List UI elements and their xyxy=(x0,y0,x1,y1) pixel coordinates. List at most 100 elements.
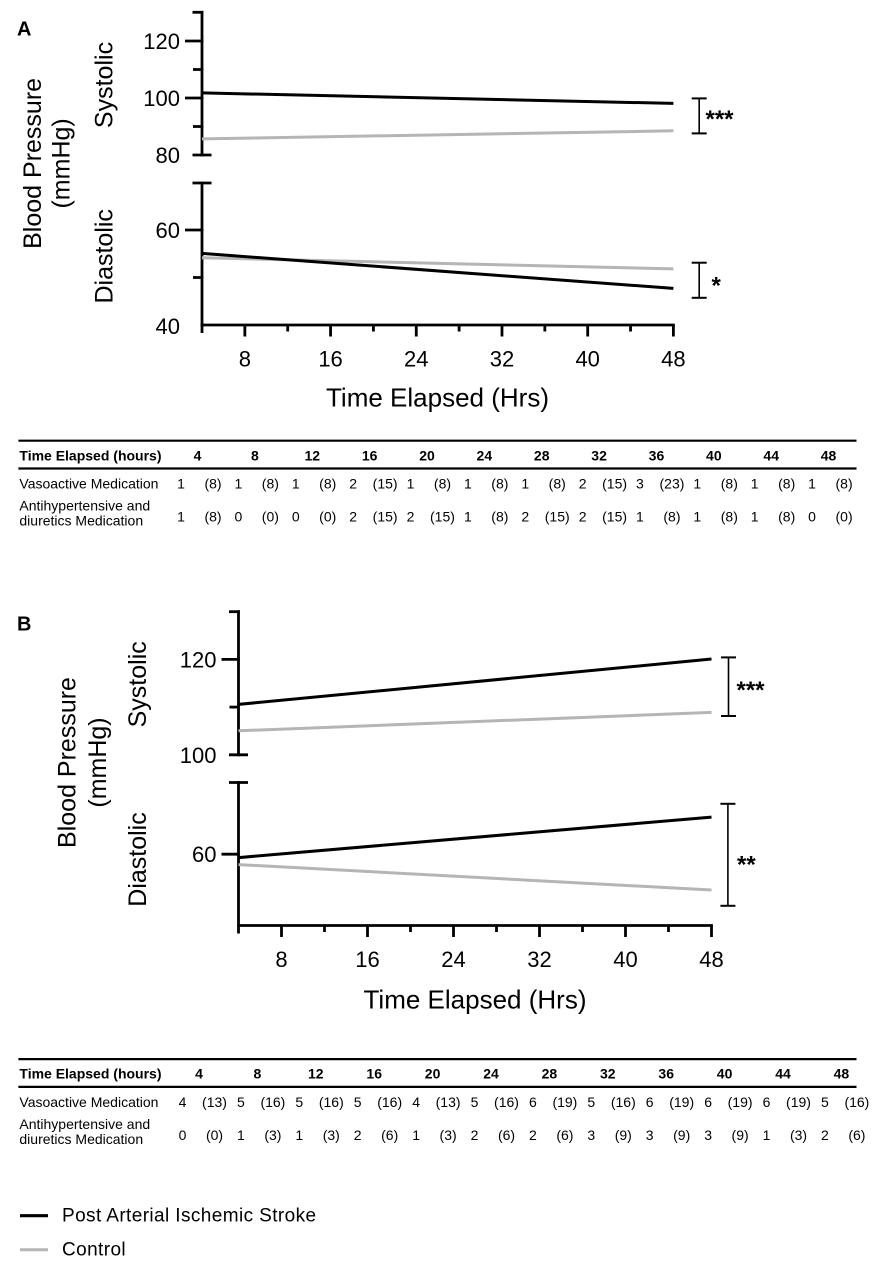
svg-text:(13): (13) xyxy=(436,1094,461,1110)
svg-text:16: 16 xyxy=(355,947,379,972)
svg-text:1: 1 xyxy=(763,1127,771,1143)
svg-text:8: 8 xyxy=(251,447,259,463)
svg-text:100: 100 xyxy=(180,743,217,768)
svg-text:Antihypertensive and: Antihypertensive and xyxy=(19,1116,150,1132)
svg-text:(16): (16) xyxy=(494,1094,519,1110)
svg-text:(0): (0) xyxy=(319,509,336,525)
svg-text:(19): (19) xyxy=(728,1094,753,1110)
svg-text:40: 40 xyxy=(575,346,599,371)
svg-text:12: 12 xyxy=(304,447,320,463)
svg-text:16: 16 xyxy=(318,346,342,371)
svg-text:diuretics Medication: diuretics Medication xyxy=(19,1131,143,1147)
svg-text:(16): (16) xyxy=(260,1094,285,1110)
svg-text:3: 3 xyxy=(646,1127,654,1143)
svg-text:8: 8 xyxy=(275,947,287,972)
svg-text:1: 1 xyxy=(295,1127,303,1143)
svg-text:2: 2 xyxy=(407,509,415,525)
svg-text:Vasoactive Medication: Vasoactive Medication xyxy=(19,1094,158,1110)
svg-text:Systolic: Systolic xyxy=(91,42,119,128)
svg-text:40: 40 xyxy=(706,447,722,463)
svg-text:1: 1 xyxy=(234,476,242,492)
svg-text:2: 2 xyxy=(354,1127,362,1143)
svg-text:20: 20 xyxy=(419,447,435,463)
svg-text:(8): (8) xyxy=(204,509,221,525)
svg-text:(8): (8) xyxy=(549,476,566,492)
svg-text:28: 28 xyxy=(534,447,550,463)
svg-text:(15): (15) xyxy=(545,509,570,525)
svg-text:Blood Pressure: Blood Pressure xyxy=(19,78,47,249)
svg-text:(8): (8) xyxy=(663,509,680,525)
svg-text:(19): (19) xyxy=(669,1094,694,1110)
svg-text:24: 24 xyxy=(477,447,493,463)
svg-text:(23): (23) xyxy=(660,476,685,492)
svg-text:(16): (16) xyxy=(611,1094,636,1110)
svg-text:(16): (16) xyxy=(319,1094,344,1110)
svg-text:0: 0 xyxy=(808,509,816,525)
svg-text:36: 36 xyxy=(658,1066,674,1082)
svg-text:(8): (8) xyxy=(319,476,336,492)
svg-text:32: 32 xyxy=(490,346,514,371)
svg-text:24: 24 xyxy=(404,346,428,371)
svg-text:40: 40 xyxy=(613,947,637,972)
svg-text:12: 12 xyxy=(308,1066,324,1082)
svg-text:5: 5 xyxy=(587,1094,595,1110)
svg-text:*: * xyxy=(712,273,722,300)
svg-text:5: 5 xyxy=(237,1094,245,1110)
svg-text:80: 80 xyxy=(156,143,180,168)
svg-text:1: 1 xyxy=(407,476,415,492)
svg-text:Diastolic: Diastolic xyxy=(91,209,119,303)
svg-text:(8): (8) xyxy=(491,509,508,525)
svg-text:1: 1 xyxy=(292,476,300,492)
svg-text:1: 1 xyxy=(693,476,701,492)
svg-text:***: *** xyxy=(706,106,735,133)
svg-text:(16): (16) xyxy=(377,1094,402,1110)
svg-text:44: 44 xyxy=(775,1066,791,1082)
svg-text:2: 2 xyxy=(529,1127,537,1143)
svg-text:4: 4 xyxy=(412,1094,420,1110)
svg-text:1: 1 xyxy=(464,476,472,492)
svg-text:32: 32 xyxy=(600,1066,616,1082)
svg-text:(3): (3) xyxy=(440,1127,457,1143)
svg-text:1: 1 xyxy=(412,1127,420,1143)
svg-text:6: 6 xyxy=(646,1094,654,1110)
svg-text:Post Arterial Ischemic Stroke: Post Arterial Ischemic Stroke xyxy=(62,1206,316,1227)
svg-text:40: 40 xyxy=(717,1066,733,1082)
svg-text:36: 36 xyxy=(649,447,665,463)
svg-text:(15): (15) xyxy=(602,476,627,492)
svg-text:(3): (3) xyxy=(323,1127,340,1143)
svg-text:Antihypertensive and: Antihypertensive and xyxy=(19,497,150,513)
svg-text:(3): (3) xyxy=(790,1127,807,1143)
svg-text:2: 2 xyxy=(471,1127,479,1143)
svg-text:3: 3 xyxy=(636,476,644,492)
svg-text:(6): (6) xyxy=(381,1127,398,1143)
svg-text:(15): (15) xyxy=(602,509,627,525)
svg-text:(8): (8) xyxy=(721,509,738,525)
svg-text:32: 32 xyxy=(591,447,607,463)
svg-text:2: 2 xyxy=(521,509,529,525)
svg-text:5: 5 xyxy=(471,1094,479,1110)
svg-text:2: 2 xyxy=(349,476,357,492)
svg-text:4: 4 xyxy=(194,447,202,463)
svg-text:5: 5 xyxy=(821,1094,829,1110)
svg-text:60: 60 xyxy=(156,218,180,243)
svg-text:Time Elapsed (Hrs): Time Elapsed (Hrs) xyxy=(364,985,587,1015)
svg-text:(8): (8) xyxy=(778,509,795,525)
svg-text:diuretics Medication: diuretics Medication xyxy=(19,512,143,528)
svg-text:5: 5 xyxy=(354,1094,362,1110)
svg-text:Blood Pressure: Blood Pressure xyxy=(54,677,82,848)
svg-text:48: 48 xyxy=(834,1066,850,1082)
svg-text:48: 48 xyxy=(699,947,723,972)
svg-text:5: 5 xyxy=(295,1094,303,1110)
svg-text:120: 120 xyxy=(180,647,217,672)
svg-text:(19): (19) xyxy=(552,1094,577,1110)
svg-text:Diastolic: Diastolic xyxy=(124,812,152,906)
svg-text:3: 3 xyxy=(704,1127,712,1143)
svg-text:6: 6 xyxy=(529,1094,537,1110)
svg-text:(16): (16) xyxy=(844,1094,869,1110)
svg-text:0: 0 xyxy=(179,1127,187,1143)
svg-text:(6): (6) xyxy=(848,1127,865,1143)
svg-text:1: 1 xyxy=(808,476,816,492)
svg-text:Vasoactive Medication: Vasoactive Medication xyxy=(19,476,158,492)
svg-text:(8): (8) xyxy=(262,476,279,492)
svg-text:6: 6 xyxy=(763,1094,771,1110)
